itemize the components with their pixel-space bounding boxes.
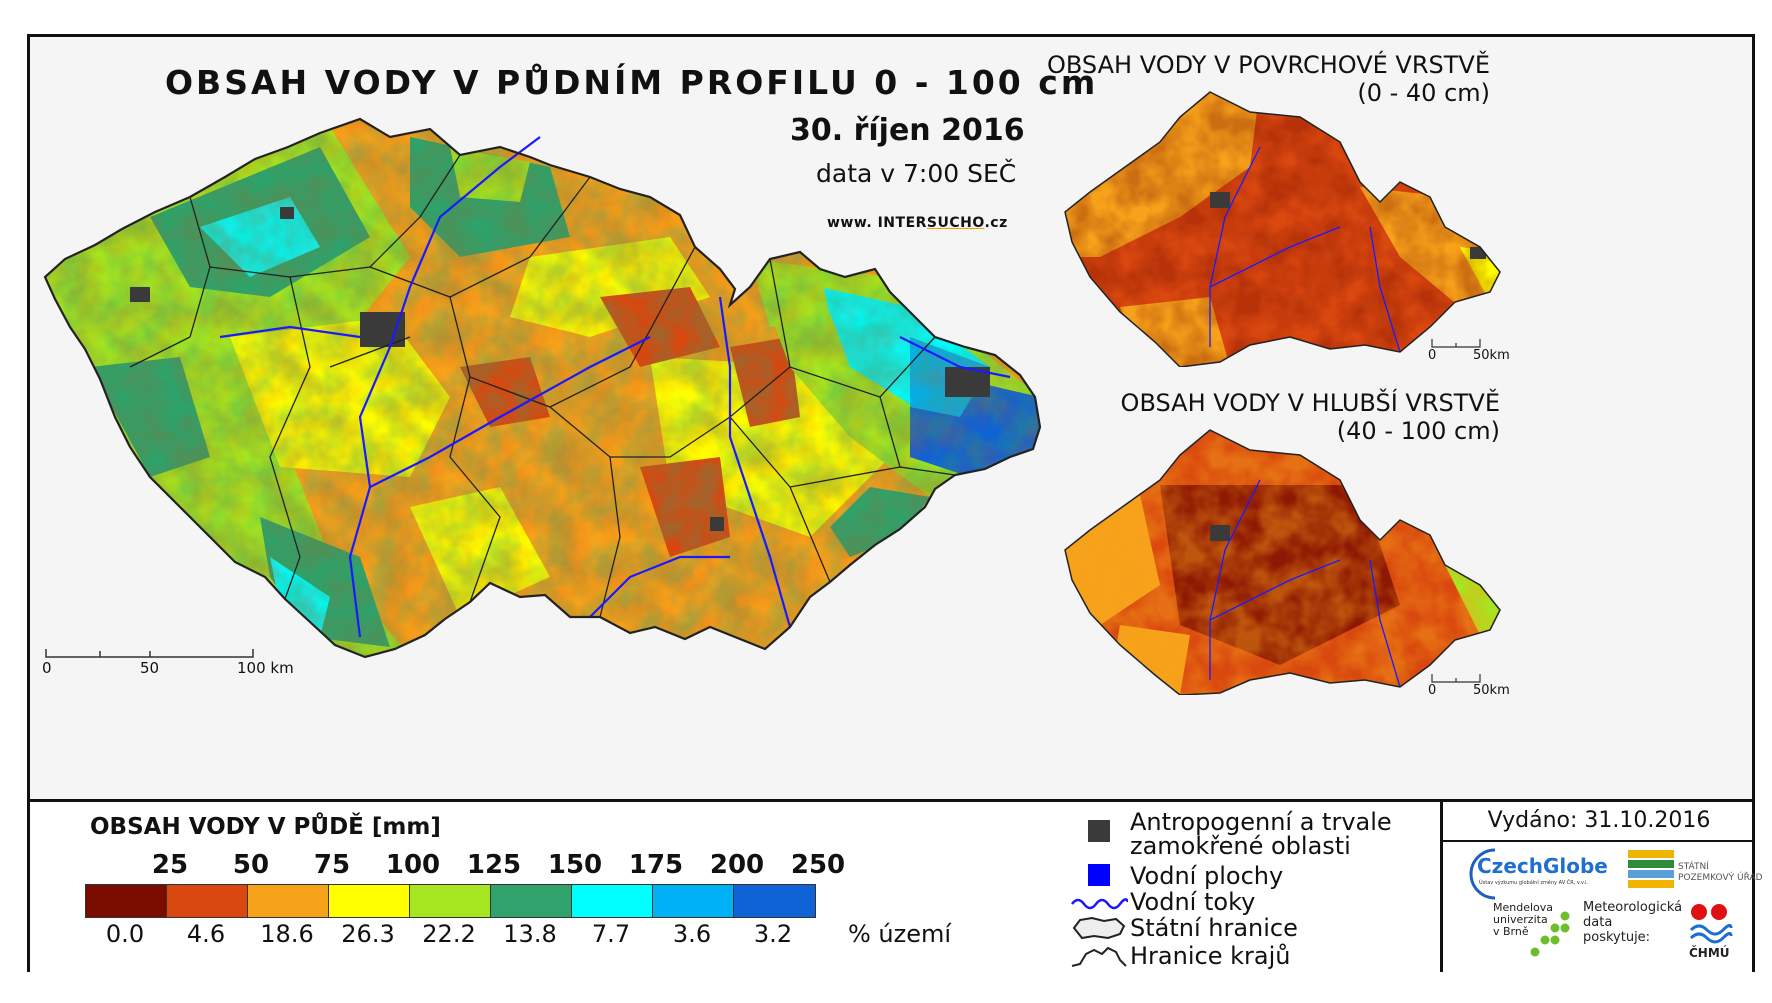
map-frame: OBSAH VODY V PŮDNÍM PROFILU 0 - 100 cm 3…	[27, 34, 1763, 972]
czechglobe-arc-icon	[1469, 848, 1496, 900]
area-percent-labels: 0.0 4.6 18.6 26.3 22.2 13.8 7.7 3.6 3.2	[85, 920, 985, 950]
rivers	[219, 136, 1011, 638]
water-swatch-icon	[1088, 864, 1110, 886]
class-break-label: 100	[385, 850, 441, 880]
class-break-label: 250	[790, 850, 846, 880]
chmu-logo: ČHMÚ	[1681, 900, 1741, 966]
legend-area: OBSAH VODY V PŮDĚ [mm] 25 50 75 100 125 …	[30, 799, 1763, 972]
spu-logo: STÁTNÍ POZEMKOVÝ ÚŘAD	[1628, 850, 1763, 894]
main-map-title: OBSAH VODY V PŮDNÍM PROFILU 0 - 100 cm	[165, 63, 1099, 102]
surface-scale-bar	[1431, 339, 1481, 348]
state-border-icon	[1072, 916, 1126, 940]
deep-scale-label-0: 0	[1428, 683, 1437, 698]
main-scale-label-50: 50	[140, 659, 160, 677]
website-link[interactable]: www. INTERSUCHO.cz	[827, 215, 1008, 231]
main-scale-label-100: 100 km	[237, 659, 294, 677]
class-swatch	[572, 885, 653, 917]
mendelu-dots-icon	[1530, 911, 1570, 957]
deep-map-svg	[1064, 429, 1501, 695]
class-swatch	[86, 885, 167, 917]
deep-map-title: OBSAH VODY V HLUBŠÍ VRSTVĚ (40 - 100 cm)	[1120, 389, 1500, 445]
main-map-subtitle: data v 7:00 SEČ	[816, 159, 1017, 188]
surface-map-svg	[1064, 91, 1501, 367]
area-percent-label: 3.2	[753, 920, 793, 948]
surface-scale-label-0: 0	[1428, 348, 1437, 363]
area-percent-label: 13.8	[503, 920, 557, 948]
class-swatch	[410, 885, 491, 917]
deep-scale-bar	[1431, 674, 1481, 683]
deep-scale-label-50: 50km	[1473, 683, 1510, 698]
class-swatch	[248, 885, 329, 917]
legend-title: OBSAH VODY V PŮDĚ [mm]	[90, 814, 441, 840]
mendelu-logo: Mendelova univerzita v Brně	[1493, 902, 1603, 968]
area-percent-label: 4.6	[186, 920, 226, 948]
main-scale-label-0: 0	[42, 659, 52, 677]
class-swatch	[653, 885, 734, 917]
chmu-emblem-icon	[1689, 904, 1733, 944]
class-swatch	[167, 885, 248, 917]
area-percent-unit: % území	[848, 920, 952, 948]
river-line-icon	[1071, 898, 1128, 910]
surface-scale-label-50: 50km	[1473, 348, 1510, 363]
class-break-label: 25	[151, 850, 189, 880]
map-area: OBSAH VODY V PŮDNÍM PROFILU 0 - 100 cm 3…	[30, 37, 1752, 797]
color-class-bar	[85, 884, 816, 918]
region-border-icon	[1071, 946, 1127, 967]
class-swatch	[329, 885, 410, 917]
spu-stripes-icon	[1628, 850, 1674, 888]
class-break-label: 75	[313, 850, 351, 880]
czechglobe-logo: CzechGlobe Ústav výzkumu globální změny …	[1465, 846, 1615, 902]
class-swatch	[734, 885, 815, 917]
meteo-credit: Meteorologická data poskytuje:	[1583, 900, 1683, 945]
area-percent-label: 26.3	[341, 920, 395, 948]
class-break-label: 50	[232, 850, 270, 880]
area-percent-label: 22.2	[422, 920, 476, 948]
class-break-label: 200	[709, 850, 765, 880]
area-percent-label: 7.7	[591, 920, 631, 948]
class-break-labels: 25 50 75 100 125 150 175 200 250	[85, 850, 925, 880]
area-percent-label: 18.6	[260, 920, 314, 948]
class-break-label: 150	[547, 850, 603, 880]
class-break-label: 175	[628, 850, 684, 880]
info-box: Vydáno: 31.10.2016 CzechGlobe Ústav výzk…	[1440, 802, 1763, 972]
class-swatch	[491, 885, 572, 917]
anthropogenic-swatch-icon	[1088, 820, 1110, 842]
class-break-label: 125	[466, 850, 522, 880]
main-map-svg	[43, 117, 1042, 659]
main-scale-bar	[45, 649, 254, 658]
main-map-date: 30. říjen 2016	[790, 113, 1025, 148]
area-percent-label: 3.6	[672, 920, 712, 948]
area-percent-label: 0.0	[105, 920, 145, 948]
region-borders	[129, 154, 956, 618]
issued-date: Vydáno: 31.10.2016	[1443, 802, 1755, 842]
main-map-fill	[45, 119, 1040, 657]
surface-map-title: OBSAH VODY V POVRCHOVÉ VRSTVĚ (0 - 40 cm…	[1047, 51, 1490, 107]
